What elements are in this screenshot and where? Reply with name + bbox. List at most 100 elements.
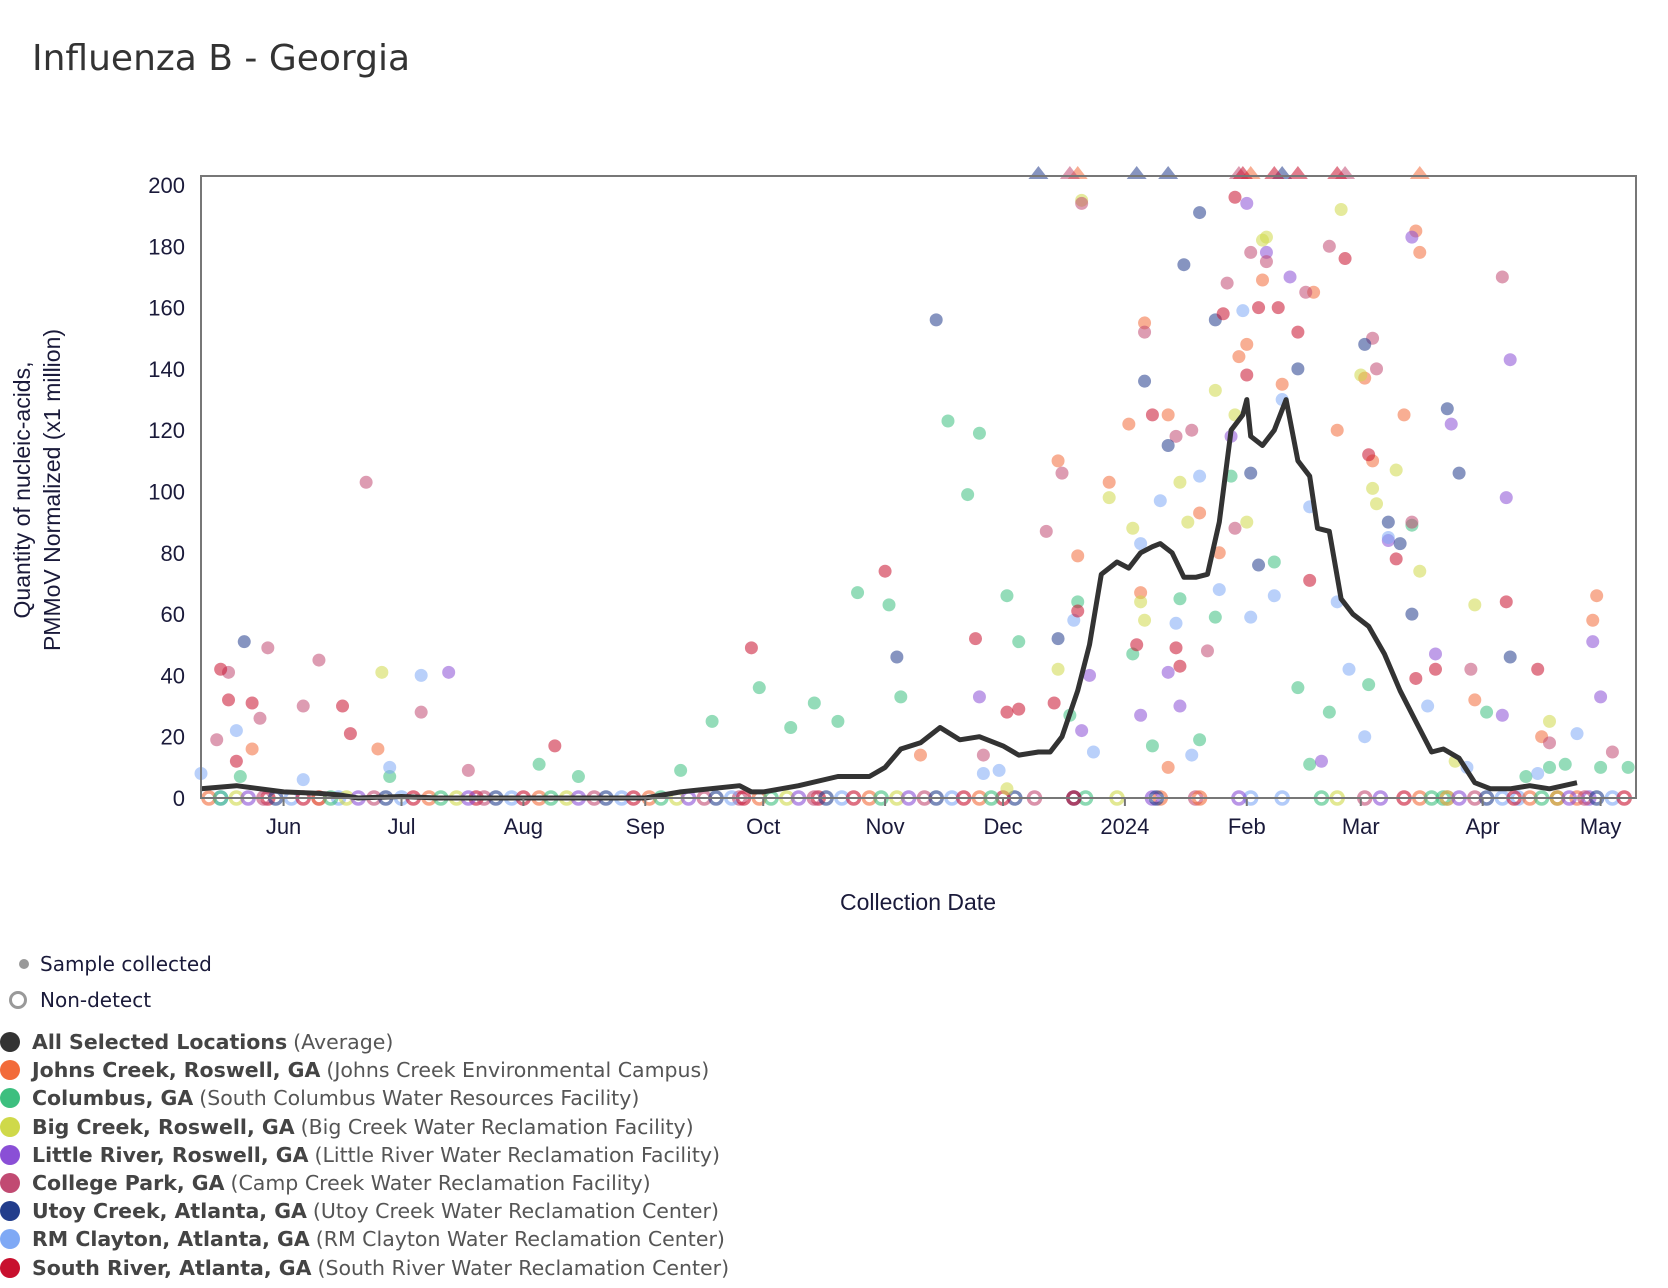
data-point bbox=[214, 662, 228, 676]
data-point bbox=[1240, 196, 1254, 210]
data-point bbox=[744, 641, 758, 655]
data-point bbox=[831, 714, 845, 728]
legend-sample-collected: Sample collected bbox=[8, 946, 212, 982]
x-tick-label: Sep bbox=[626, 814, 665, 839]
data-point bbox=[1161, 760, 1175, 774]
data-point bbox=[878, 564, 892, 578]
x-tick-label: Oct bbox=[746, 814, 780, 839]
data-point bbox=[1212, 546, 1226, 560]
y-tick-label: 160 bbox=[148, 296, 185, 321]
data-point bbox=[1138, 613, 1152, 627]
data-point bbox=[1594, 760, 1608, 774]
legend-detail: (Big Creek Water Reclamation Facility) bbox=[300, 1114, 694, 1139]
data-point bbox=[1389, 463, 1403, 477]
plot-frame bbox=[200, 175, 1637, 799]
data-point bbox=[1071, 549, 1085, 563]
data-point bbox=[1499, 595, 1513, 609]
data-point bbox=[1220, 276, 1234, 290]
legend-non-detect: Non-detect bbox=[8, 982, 212, 1018]
legend-color-dot-icon bbox=[0, 1032, 20, 1053]
x-tick-label: Jun bbox=[266, 814, 301, 839]
x-tick-label: Mar bbox=[1342, 814, 1380, 839]
data-point bbox=[894, 690, 908, 704]
data-point bbox=[1330, 423, 1344, 437]
data-point bbox=[1393, 537, 1407, 551]
data-point bbox=[1468, 693, 1482, 707]
legend-item[interactable]: College Park, GA (Camp Creek Water Reclam… bbox=[0, 1169, 729, 1197]
legend-item[interactable]: Utoy Creek, Atlanta, GA (Utoy Creek Water… bbox=[0, 1197, 729, 1225]
legend-item[interactable]: All Selected Locations (Average) bbox=[0, 1028, 729, 1056]
data-point bbox=[414, 705, 428, 719]
data-point bbox=[1000, 589, 1014, 603]
data-point bbox=[1075, 196, 1089, 210]
x-tick-label: Nov bbox=[866, 814, 905, 839]
data-point bbox=[1366, 481, 1380, 495]
legend-item[interactable]: Johns Creek, Roswell, GA (Johns Creek Env… bbox=[0, 1056, 729, 1084]
data-point bbox=[1267, 555, 1281, 569]
legend-item[interactable]: Columbus, GA (South Columbus Water Resour… bbox=[0, 1084, 729, 1112]
data-point bbox=[1216, 307, 1230, 321]
legend-name: Little River, Roswell, GA bbox=[32, 1142, 309, 1167]
data-point bbox=[1232, 350, 1246, 364]
data-point bbox=[1200, 644, 1214, 658]
legend-color-dot-icon bbox=[0, 1116, 20, 1137]
average-line bbox=[200, 397, 1578, 801]
data-point bbox=[1169, 641, 1183, 655]
y-tick-label: 120 bbox=[148, 418, 185, 443]
data-point bbox=[1397, 408, 1411, 422]
data-point bbox=[253, 711, 267, 725]
data-point bbox=[1503, 353, 1517, 367]
data-point bbox=[1495, 270, 1509, 284]
data-point bbox=[1271, 301, 1285, 315]
marker-legend: Sample collected Non-detect bbox=[8, 946, 212, 1018]
data-point bbox=[1000, 782, 1014, 796]
y-axis-label-line1: Quantity of nucleic-acids, bbox=[9, 362, 35, 619]
data-point bbox=[1499, 491, 1513, 505]
chart-title: Influenza B - Georgia bbox=[32, 38, 411, 79]
data-point bbox=[1428, 647, 1442, 661]
data-point bbox=[1314, 754, 1328, 768]
data-point bbox=[1303, 573, 1317, 587]
data-point bbox=[1122, 417, 1136, 431]
data-point bbox=[1012, 702, 1026, 716]
data-point bbox=[1193, 506, 1207, 520]
x-tick-label: Apr bbox=[1466, 814, 1500, 839]
above-range-marker bbox=[1409, 166, 1430, 179]
y-tick-label: 20 bbox=[161, 725, 185, 750]
y-tick-label: 80 bbox=[161, 541, 185, 566]
above-range-marker bbox=[1158, 166, 1179, 179]
data-point bbox=[359, 475, 373, 489]
data-point bbox=[383, 770, 397, 784]
data-point bbox=[336, 699, 350, 713]
data-point bbox=[1299, 285, 1313, 299]
data-point bbox=[1185, 748, 1199, 762]
data-point bbox=[1161, 439, 1175, 453]
data-point bbox=[1503, 650, 1517, 664]
data-point bbox=[1102, 491, 1116, 505]
data-point bbox=[1495, 708, 1509, 722]
legend-item[interactable]: South River, Atlanta, GA (South River Wat… bbox=[0, 1254, 729, 1282]
data-point bbox=[1291, 325, 1305, 339]
data-point bbox=[969, 632, 983, 646]
data-point bbox=[532, 757, 546, 771]
data-point bbox=[237, 635, 251, 649]
series-legend: All Selected Locations (Average) Johns Cre… bbox=[0, 1028, 729, 1282]
data-point bbox=[1543, 736, 1557, 750]
y-tick-label: 180 bbox=[148, 234, 185, 259]
legend-item[interactable]: RM Clayton, Atlanta, GA (RM Clayton Water… bbox=[0, 1225, 729, 1253]
data-point bbox=[245, 742, 259, 756]
data-point bbox=[261, 641, 275, 655]
legend-item[interactable]: Little River, Roswell, GA (Little River W… bbox=[0, 1141, 729, 1169]
data-point bbox=[1185, 423, 1199, 437]
data-point bbox=[1000, 705, 1014, 719]
data-point bbox=[1413, 564, 1427, 578]
y-tick-label: 100 bbox=[148, 480, 185, 505]
data-point bbox=[1051, 454, 1065, 468]
data-point bbox=[1256, 273, 1270, 287]
data-point bbox=[222, 693, 236, 707]
data-point bbox=[1291, 681, 1305, 695]
y-tick-label: 60 bbox=[161, 602, 185, 627]
data-point bbox=[1236, 304, 1250, 318]
legend-item[interactable]: Big Creek, Roswell, GA (Big Creek Water R… bbox=[0, 1113, 729, 1141]
data-point bbox=[229, 724, 243, 738]
